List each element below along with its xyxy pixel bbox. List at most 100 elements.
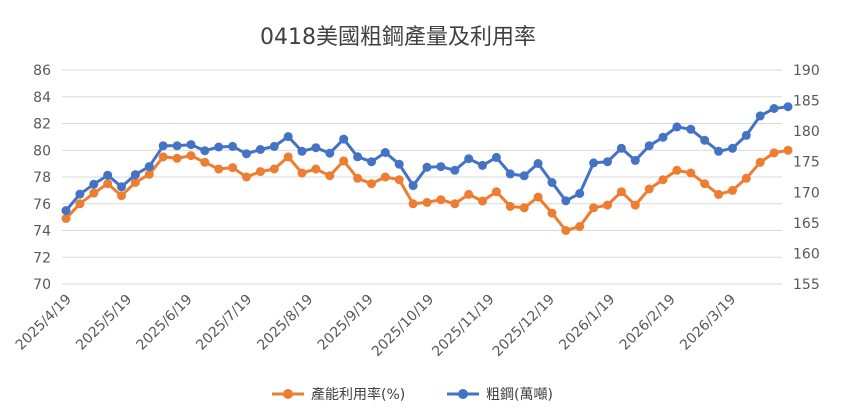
utilization-point — [755, 157, 765, 167]
chart-title: 0418美國粗鋼產量及利用率 — [260, 25, 536, 50]
utilization-point — [408, 199, 418, 209]
utilization-point — [242, 172, 251, 182]
steel-point — [478, 160, 487, 170]
steel-point — [436, 162, 446, 172]
utilization-point — [616, 187, 626, 197]
steel-point — [408, 181, 418, 191]
utilization-point — [228, 163, 238, 173]
steel-point — [311, 143, 321, 153]
steel-point — [589, 158, 599, 168]
utilization-point — [533, 192, 543, 202]
y-right-tick-label: 160 — [793, 246, 820, 262]
utilization-point — [186, 151, 196, 161]
utilization-point — [89, 188, 99, 198]
x-tick-label: 2025/11/19 — [429, 292, 497, 360]
utilization-point — [450, 199, 460, 209]
utilization-point — [741, 173, 751, 183]
steel-point — [728, 143, 737, 153]
steel-point — [255, 145, 265, 154]
x-tick-label: 2026/1/19 — [556, 292, 618, 354]
y-left-tick-label: 78 — [33, 170, 51, 186]
utilization-point — [283, 152, 293, 162]
utilization-line — [64, 148, 789, 232]
utilization-point — [422, 197, 432, 207]
steel-point — [783, 102, 793, 112]
utilization-point — [61, 214, 71, 223]
steel-point — [61, 206, 71, 216]
utilization-point — [672, 165, 682, 175]
steel-point — [103, 170, 113, 180]
steel-point — [658, 132, 668, 142]
gridlines — [62, 69, 782, 285]
legend: 產能利用率(%) 粗鋼(萬噸) — [272, 386, 553, 403]
utilization-point — [436, 195, 446, 205]
utilization-point — [172, 153, 182, 163]
y-right-tick-label: 185 — [793, 94, 820, 110]
y-right-tick-label: 175 — [793, 155, 820, 171]
utilization-point — [214, 164, 224, 174]
utilization-point — [117, 191, 126, 201]
series-utilization — [61, 145, 793, 235]
utilization-point — [103, 179, 113, 189]
y-right-tick-label: 165 — [793, 216, 820, 232]
steel-point — [769, 104, 779, 113]
y-right-tick-label: 170 — [793, 185, 820, 201]
steel-point — [89, 179, 99, 189]
steel-point — [741, 130, 751, 140]
steel-point — [505, 169, 515, 179]
steel-point — [686, 124, 696, 134]
utilization-point — [589, 203, 599, 213]
x-tick-label: 2025/5/19 — [73, 292, 135, 354]
legend-utilization-marker — [283, 389, 293, 399]
utilization-point — [158, 152, 168, 162]
y-left-tick-label: 86 — [33, 63, 51, 79]
x-tick-label: 2025/4/19 — [13, 292, 75, 354]
y-left-tick-label: 84 — [33, 90, 51, 106]
steel-point — [228, 141, 238, 151]
steel-point — [242, 149, 251, 159]
y-right-tick-label: 190 — [793, 63, 820, 79]
steel-point — [158, 141, 168, 151]
steel-point — [380, 148, 390, 157]
y-right-tick-label: 180 — [793, 124, 820, 140]
steel-point — [186, 140, 196, 150]
utilization-point — [200, 157, 210, 167]
legend-item-steel: 粗鋼(萬噸) — [447, 387, 553, 403]
utilization-point — [75, 199, 85, 209]
left-y-axis: 70 72 74 76 78 80 82 84 86 — [33, 63, 51, 293]
steel-point — [144, 162, 154, 172]
steel-point — [644, 141, 654, 151]
utilization-point — [714, 189, 724, 199]
steel-point — [672, 122, 682, 132]
x-tick-label: 2026/3/19 — [677, 292, 739, 354]
steel-point — [755, 111, 765, 121]
legend-utilization-label: 產能利用率(%) — [311, 386, 405, 403]
y-left-tick-label: 82 — [33, 117, 51, 133]
legend-steel-marker — [458, 389, 468, 399]
utilization-point — [144, 169, 154, 179]
steel-point — [367, 157, 376, 167]
steel-point — [616, 143, 626, 153]
utilization-point — [505, 201, 515, 211]
utilization-point — [561, 226, 571, 235]
steel-point — [325, 148, 335, 158]
steel-point — [214, 142, 224, 152]
steel-point — [450, 165, 460, 175]
y-left-tick-label: 80 — [33, 143, 51, 159]
utilization-point — [658, 175, 668, 185]
steel-point — [422, 162, 432, 172]
x-tick-label: 2025/10/19 — [369, 292, 437, 360]
steel-point — [714, 146, 724, 156]
utilization-point — [575, 222, 585, 231]
utilization-point — [380, 172, 390, 182]
y-right-tick-label: 155 — [793, 277, 820, 293]
utilization-point — [130, 177, 140, 187]
utilization-point — [297, 168, 307, 178]
x-tick-label: 2025/7/19 — [193, 292, 255, 354]
utilization-point — [783, 145, 793, 155]
steel-point — [630, 156, 640, 165]
utilization-point — [311, 164, 321, 174]
x-tick-label: 2025/8/19 — [254, 292, 316, 354]
utilization-point — [491, 187, 501, 197]
